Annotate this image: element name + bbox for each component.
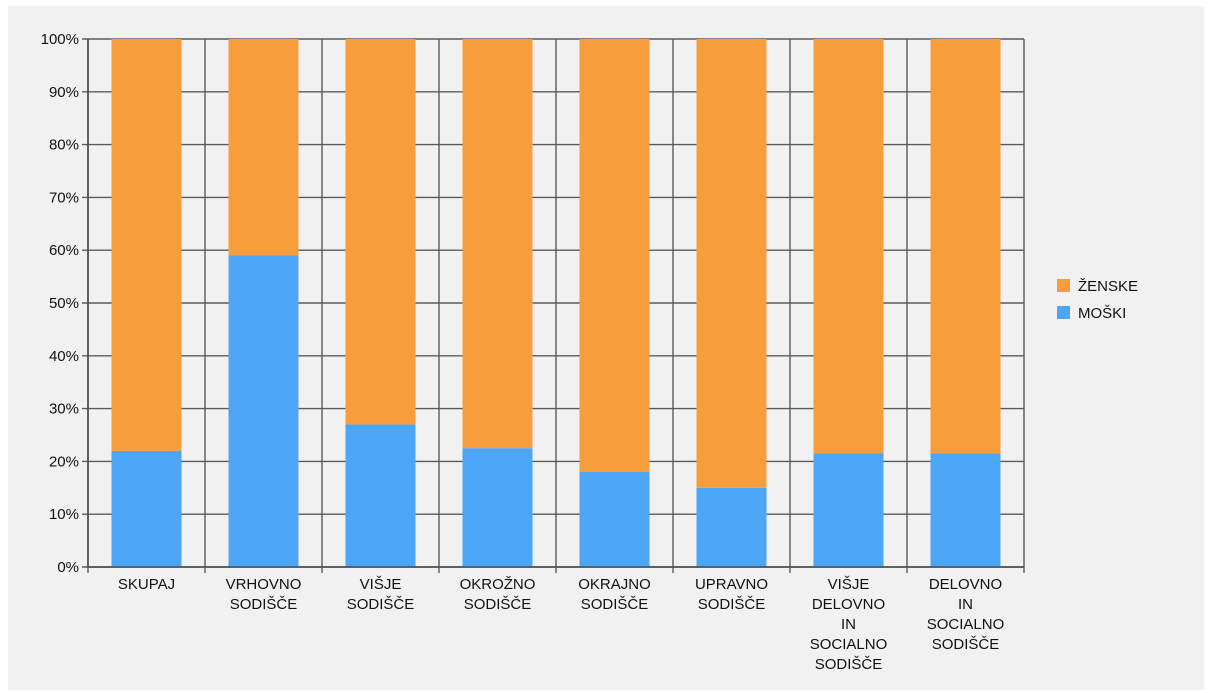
bar-zenske [579,39,650,472]
bar-zenske [228,39,299,256]
bar-zenske [696,39,767,488]
x-tick-label: SKUPAJ [118,576,175,593]
chart-canvas: 0% 10% 20% 30% 40% 50% 60% 70% 80% 90% 100% SKUPAJ V… [8,6,1204,690]
x-tick-label: SODIŠČE [698,596,766,613]
legend-label-zenske: ŽENSKE [1078,278,1138,295]
x-tick-label: DELOVNO [812,596,885,613]
bar-zenske [930,39,1001,454]
bar-moski [696,487,767,567]
legend-swatch-moski [1057,306,1070,319]
bar-moski [813,453,884,567]
x-tick-label: SODIŠČE [581,596,649,613]
bar-moski [930,453,1001,567]
y-tick-label: 10% [49,506,79,523]
x-tick-label: SODIŠČE [464,596,532,613]
bar-moski [228,255,299,568]
y-tick-label: 90% [49,84,79,101]
y-tick-label: 0% [57,559,79,576]
y-tick-label: 30% [49,401,79,418]
x-tick-label: VIŠJE [360,576,402,593]
x-tick-label: SOCIALNO [927,616,1005,633]
x-tick-label: IN [958,596,973,613]
x-tick-label: OKROŽNO [460,576,536,593]
y-tick-label: 100% [41,31,79,48]
x-tick-label: UPRAVNO [695,576,768,593]
x-tick-label: VIŠJE [828,576,870,593]
x-tick-label: OKRAJNO [578,576,651,593]
bar-moski [462,448,533,567]
y-tick-label: 80% [49,137,79,154]
x-tick-label: DELOVNO [929,576,1002,593]
y-tick-label: 50% [49,295,79,312]
bar-zenske [345,39,416,425]
x-tick-label: SODIŠČE [347,596,415,613]
legend-label-moski: MOŠKI [1078,305,1126,322]
bar-moski [111,450,182,567]
x-tick-label: SODIŠČE [230,596,298,613]
bar-zenske [462,39,533,449]
x-tick-label: IN [841,616,856,633]
x-tick-label: SODIŠČE [815,656,883,673]
bar-moski [345,424,416,567]
y-tick-label: 20% [49,453,79,470]
y-tick-label: 60% [49,242,79,259]
bar-zenske [111,39,182,451]
bar-zenske [813,39,884,454]
bar-moski [579,471,650,567]
x-tick-label: SODIŠČE [932,636,1000,653]
legend-swatch-zenske [1057,279,1070,292]
stacked-bar-chart: 0% 10% 20% 30% 40% 50% 60% 70% 80% 90% 100% SKUPAJ V… [41,31,1138,673]
y-tick-label: 70% [49,189,79,206]
x-tick-label: SOCIALNO [810,636,888,653]
y-tick-label: 40% [49,348,79,365]
x-tick-label: VRHOVNO [226,576,302,593]
